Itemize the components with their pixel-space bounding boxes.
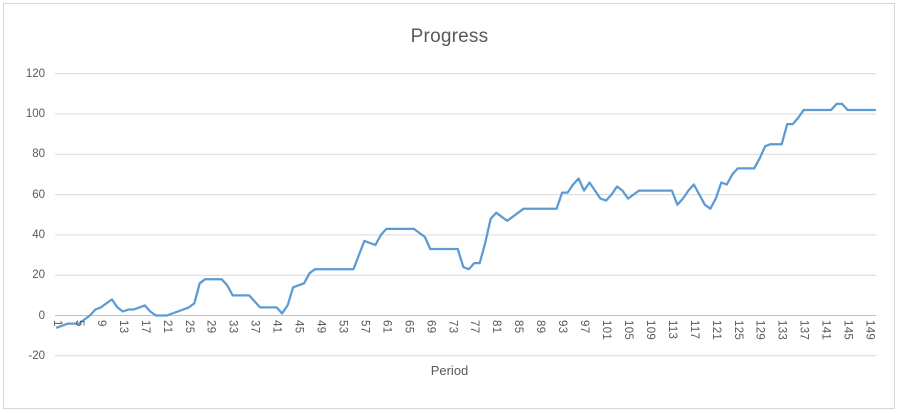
x-tick-label: 117: [687, 319, 700, 339]
x-tick-label: 133: [775, 319, 788, 340]
x-tick-label: 53: [336, 319, 349, 333]
y-tick-label: 80: [32, 148, 45, 161]
series-line-progress: [55, 102, 877, 329]
y-tick-label: 20: [32, 269, 45, 282]
x-tick-label: 105: [621, 319, 634, 340]
x-tick-label: 37: [248, 319, 261, 333]
x-tick-label: 57: [358, 319, 371, 333]
x-tick-label: 17: [138, 319, 151, 333]
y-tick-label: 60: [32, 188, 45, 201]
x-tick-label: 101: [600, 319, 612, 340]
x-tick-label: 9: [94, 319, 107, 327]
y-tick-label: -20: [28, 349, 45, 362]
y-tick-label: 0: [38, 309, 45, 322]
y-tick-label: 40: [32, 228, 45, 241]
y-tick-label: 120: [25, 67, 45, 80]
x-tick-label: 125: [731, 319, 744, 340]
chart-title: Progress: [410, 26, 489, 47]
x-tick-label: 129: [753, 319, 766, 340]
x-tick-label: 5: [72, 319, 85, 327]
chart-area-border: [3, 3, 895, 409]
x-tick-label: 73: [446, 319, 459, 333]
x-tick-label: 13: [116, 319, 129, 333]
x-tick-label: 69: [424, 319, 437, 333]
x-tick-label: 25: [182, 319, 195, 333]
x-tick-label: 149: [863, 319, 876, 340]
x-tick-label: 65: [402, 319, 415, 333]
x-tick-label: 33: [226, 319, 239, 333]
x-tick-label: 97: [578, 319, 591, 333]
x-axis-title: Period: [430, 363, 469, 378]
x-tick-label: 113: [665, 319, 678, 339]
x-tick-label: 61: [380, 319, 393, 333]
x-tick-label: 29: [204, 319, 217, 333]
x-tick-label: 137: [797, 319, 810, 340]
x-tick-label: 21: [160, 319, 173, 333]
x-tick-label: 145: [841, 319, 854, 340]
x-tick-label: 109: [643, 319, 656, 340]
x-tick-label: 89: [534, 319, 547, 333]
x-tick-label: 141: [819, 319, 832, 340]
x-tick-label: 93: [556, 319, 569, 333]
x-tick-label: 49: [314, 319, 327, 333]
y-tick-label: 100: [25, 108, 45, 120]
x-tick-label: 121: [709, 319, 722, 340]
x-tick-label: 85: [512, 319, 525, 333]
x-tick-label: 81: [490, 319, 503, 333]
x-tick-label: 77: [468, 319, 481, 333]
x-tick-label: 41: [270, 319, 283, 333]
gridlines: [55, 73, 876, 357]
x-tick-label: 45: [292, 319, 305, 333]
x-tick-label: 1: [51, 319, 63, 327]
